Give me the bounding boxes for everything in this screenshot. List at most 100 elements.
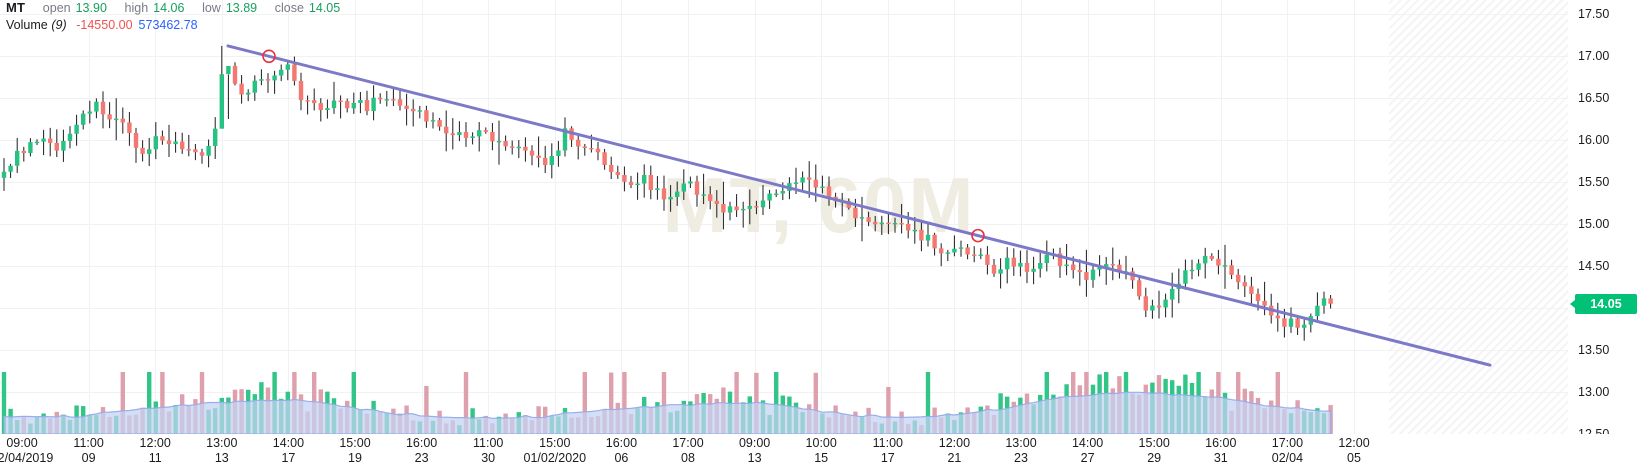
- candle-body: [1196, 263, 1201, 270]
- time-axis-tick-time: 11:00: [473, 436, 504, 450]
- candle-body: [371, 97, 376, 112]
- candle-body: [1084, 272, 1089, 280]
- candle-body: [28, 142, 33, 154]
- time-axis-tick: 17:00 02/04: [1272, 436, 1303, 466]
- volume-count: (9): [51, 18, 67, 32]
- last-price-value: 14.05: [1590, 296, 1622, 311]
- candle-body: [873, 221, 878, 225]
- volume-bar: [424, 386, 429, 434]
- candle-body: [430, 120, 436, 122]
- time-axis-tick-time: 14:00: [1071, 436, 1104, 450]
- candle-body: [1024, 262, 1030, 272]
- candle-body: [364, 99, 370, 112]
- candle-body: [681, 183, 686, 192]
- candle-body: [549, 156, 554, 166]
- candle-body: [1321, 298, 1327, 306]
- candle-body: [952, 248, 957, 253]
- candle-body: [1262, 300, 1267, 306]
- close-value: 14.05: [308, 1, 341, 15]
- candle-body: [978, 254, 983, 257]
- volume-average-value: 573462.78: [138, 18, 198, 32]
- candle-body: [1110, 264, 1115, 266]
- candle-body: [1183, 270, 1188, 284]
- candle-body: [1255, 293, 1261, 301]
- time-axis-tick-date: 13: [214, 451, 229, 465]
- candle-body: [1170, 288, 1175, 300]
- candle-body: [61, 140, 66, 151]
- time-axis-tick: 14:00 27: [1072, 436, 1103, 466]
- candle-body: [444, 126, 449, 134]
- time-axis-tick: 12:00 05: [1338, 436, 1369, 466]
- candle-body: [298, 80, 304, 101]
- grid-line-vertical: [1154, 0, 1155, 434]
- candle-body: [655, 188, 660, 190]
- candle-body: [1044, 254, 1049, 264]
- time-axis-tick: 13:00 13: [206, 436, 237, 466]
- time-axis-tick-date: 02/04: [1271, 451, 1304, 465]
- candle-body: [127, 122, 132, 133]
- candle-body: [886, 222, 891, 224]
- time-axis-tick-time: 12:00: [938, 436, 971, 450]
- grid-line-vertical: [621, 0, 622, 434]
- candle-body: [1302, 324, 1307, 328]
- candle-body: [285, 64, 290, 70]
- candle-body: [892, 223, 898, 225]
- candle-body: [1097, 267, 1102, 270]
- candlestick-series: [1, 45, 1333, 341]
- volume-negative-value: -14550.00: [76, 18, 133, 32]
- grid-line-horizontal: [0, 224, 1568, 225]
- grid-line-vertical: [222, 0, 223, 434]
- time-axis-tick-time: 17:00: [672, 436, 704, 450]
- volume-label[interactable]: Volume: [6, 18, 48, 32]
- time-axis-tick-date: 12/04/2019: [0, 451, 54, 465]
- candle-body: [1295, 318, 1300, 328]
- high-value: 14.06: [153, 1, 185, 15]
- volume-bar: [147, 372, 152, 434]
- candle-body: [1150, 305, 1155, 311]
- plot-area[interactable]: [0, 0, 1568, 434]
- candle-body: [490, 131, 495, 142]
- price-axis-tick: 17.50: [1578, 7, 1610, 21]
- time-axis-tick-time: 14:00: [272, 436, 305, 450]
- time-axis-tick-date: 19: [348, 451, 362, 465]
- candle-body: [463, 132, 469, 138]
- time-axis[interactable]: 09:0012/04/201911:000912:001113:001314:0…: [0, 434, 1638, 470]
- candle-body: [589, 148, 594, 150]
- candle-body: [8, 165, 13, 172]
- candle-body: [483, 130, 488, 132]
- candle-body: [708, 194, 713, 201]
- candle-body: [516, 146, 521, 149]
- time-axis-tick-time: 11:00: [73, 436, 104, 450]
- candle-body: [213, 128, 218, 146]
- candle-body: [760, 200, 766, 208]
- candle-body: [404, 105, 409, 109]
- time-axis-tick-time: 12:00: [1338, 436, 1370, 450]
- candle-body: [1189, 269, 1195, 272]
- candle-body: [1090, 269, 1096, 280]
- candle-body: [754, 206, 759, 208]
- trendline-anchor-handle[interactable]: [971, 228, 985, 243]
- candle-body: [582, 146, 587, 149]
- trendline[interactable]: [226, 44, 1492, 367]
- time-axis-tick-date: 17: [880, 451, 895, 465]
- time-axis-tick-date: 30: [481, 451, 496, 465]
- trendline-anchor-handle[interactable]: [262, 49, 276, 64]
- time-axis-tick-time: 16:00: [1205, 436, 1237, 450]
- trendline-drawing[interactable]: [0, 0, 1568, 434]
- grid-line-vertical: [422, 0, 423, 434]
- price-axis[interactable]: 14.05 17.50 17.00 16.50 16.00 15.50 15.00 14.5…: [1568, 0, 1638, 441]
- time-axis-tick-date: 15: [814, 451, 829, 465]
- candle-body: [160, 136, 165, 141]
- open-label: open: [42, 1, 71, 15]
- grid-line-vertical: [1287, 0, 1288, 434]
- grid-line-horizontal: [0, 308, 1568, 309]
- candle-body: [81, 113, 86, 125]
- symbol-label[interactable]: MT: [6, 0, 26, 15]
- candle-body: [1038, 263, 1043, 269]
- candle-body: [998, 269, 1003, 274]
- candle-body: [1018, 262, 1023, 267]
- time-axis-tick-date: 13: [747, 451, 762, 465]
- candle-body: [1071, 264, 1076, 271]
- candle-body: [107, 114, 112, 120]
- candle-body: [543, 157, 548, 166]
